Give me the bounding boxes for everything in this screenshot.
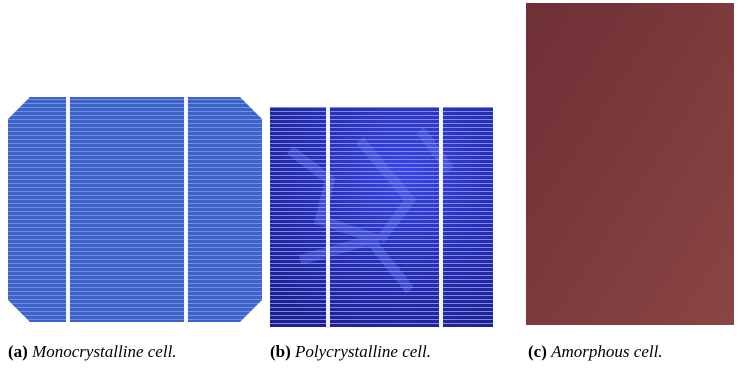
caption-a: (a) Monocrystalline cell. [8, 342, 177, 361]
caption-label: (b) [270, 342, 291, 361]
mono-cell-image [8, 97, 262, 322]
figure: (a) Monocrystalline cell. (b) Polycrysta… [0, 0, 744, 369]
caption-text: Polycrystalline cell. [294, 342, 431, 361]
poly-cell-image [270, 107, 493, 327]
caption-label: (a) [8, 342, 28, 361]
amorphous-cell-image [526, 3, 734, 325]
caption-text: Amorphous cell. [550, 342, 662, 361]
caption-b: (b) Polycrystalline cell. [270, 342, 431, 361]
caption-text: Monocrystalline cell. [31, 342, 176, 361]
caption-c: (c) Amorphous cell. [528, 342, 663, 361]
page: (a) Monocrystalline cell. (b) Polycrysta… [0, 0, 744, 369]
caption-label: (c) [528, 342, 547, 361]
